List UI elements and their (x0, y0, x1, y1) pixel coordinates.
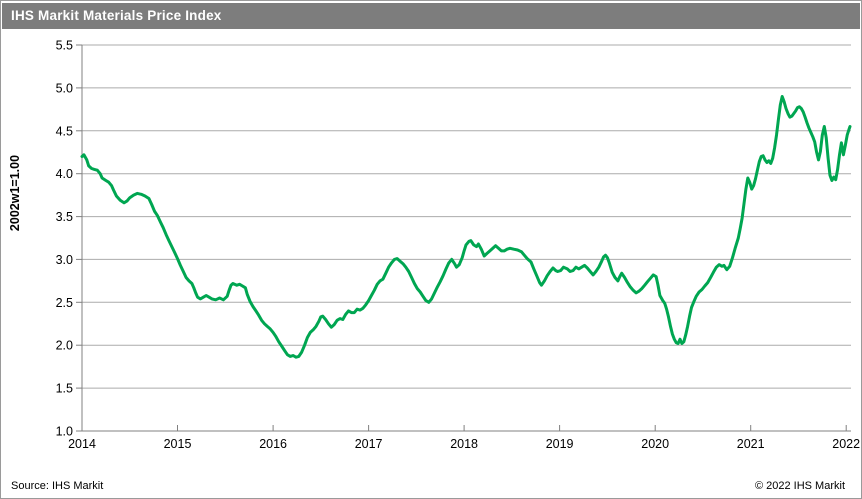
svg-text:5.5: 5.5 (56, 39, 73, 53)
svg-text:2015: 2015 (164, 437, 192, 451)
svg-text:1.0: 1.0 (56, 425, 73, 439)
svg-text:3.5: 3.5 (56, 210, 73, 224)
y-axis-label: 2002w1=1.00 (8, 154, 22, 232)
svg-text:4.5: 4.5 (56, 124, 73, 138)
svg-text:2018: 2018 (450, 437, 478, 451)
svg-text:2014: 2014 (68, 437, 96, 451)
svg-text:1.5: 1.5 (56, 382, 73, 396)
svg-text:2021: 2021 (737, 437, 765, 451)
price-index-line-chart: 1.0 1.5 2.0 2.5 3.0 3.5 4.0 4.5 5.0 5.5 2014 2015 20… (56, 39, 861, 452)
copyright-note: © 2022 IHS Markit (754, 480, 845, 492)
chart-title: IHS Markit Materials Price Index (11, 8, 222, 23)
svg-text:2017: 2017 (355, 437, 383, 451)
svg-text:2019: 2019 (546, 437, 574, 451)
svg-text:2.5: 2.5 (56, 296, 73, 310)
svg-text:2020: 2020 (641, 437, 669, 451)
svg-text:3.0: 3.0 (56, 253, 73, 267)
svg-text:2016: 2016 (259, 437, 287, 451)
svg-text:2.0: 2.0 (56, 339, 73, 353)
source-note: Source: IHS Markit (11, 480, 104, 492)
svg-text:5.0: 5.0 (56, 81, 73, 95)
chart-title-bar: IHS Markit Materials Price Index (2, 3, 860, 29)
svg-text:2022: 2022 (832, 437, 860, 451)
svg-text:4.0: 4.0 (56, 167, 73, 181)
